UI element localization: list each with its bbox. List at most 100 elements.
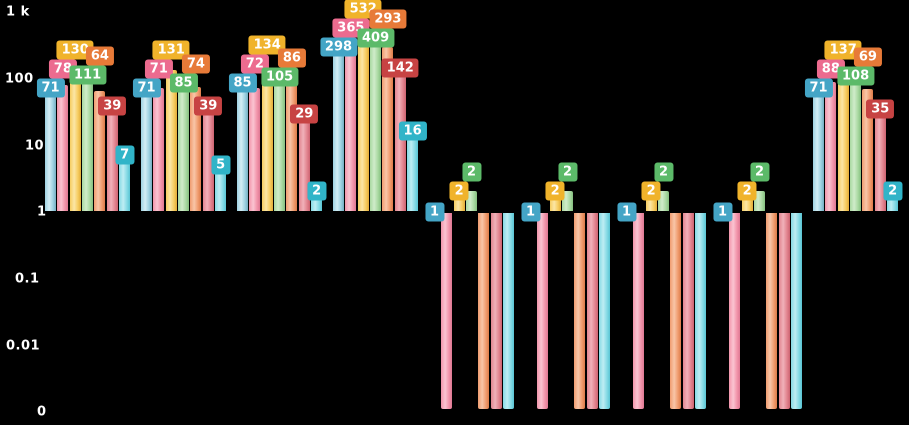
value-label: 298 [319,37,358,57]
bar-green[interactable] [370,37,382,212]
bar-yellow[interactable] [837,69,849,212]
bar-pink[interactable] [633,212,645,409]
value-label: 2 [654,162,674,182]
value-label: 2 [545,181,565,201]
bar-red[interactable] [202,105,214,212]
bar-green[interactable] [754,191,766,212]
bar-green[interactable] [562,191,574,212]
bar-blue[interactable] [237,83,248,212]
bar-yellow[interactable] [741,191,753,212]
value-label: 2 [737,181,757,201]
y-tick-label: 0.01 [6,338,41,354]
value-label: 409 [356,28,395,48]
bar-red[interactable] [586,212,598,409]
bar-red[interactable] [874,108,886,212]
bar-yellow[interactable] [549,191,561,212]
y-tick-label: 1 [37,204,47,220]
bar-green[interactable] [178,83,190,212]
value-label: 2 [641,181,661,201]
y-tick-label: 100 [5,71,34,87]
y-tick-label: 1 k [6,4,30,20]
value-label: 39 [98,96,127,116]
value-label: 293 [369,9,407,29]
value-label: 142 [381,58,419,78]
value-label: 69 [853,47,882,67]
bar-orange[interactable] [190,87,202,212]
value-label: 35 [866,99,895,119]
value-label: 71 [804,78,833,98]
bar-pink[interactable] [57,85,69,212]
bar-yellow[interactable] [357,29,369,212]
value-label: 1 [616,202,637,221]
y-tick-label: 0.1 [15,271,40,287]
value-label: 74 [181,54,210,74]
value-label: 39 [194,96,223,116]
bar-green[interactable] [82,75,94,212]
value-label: 7 [115,145,135,165]
bar-red[interactable] [298,114,310,212]
value-label: 16 [398,121,427,141]
bar-blue[interactable] [813,88,824,212]
bar-pink[interactable] [249,87,261,212]
value-label: 1 [520,202,541,221]
bar-cyan[interactable] [695,212,707,409]
value-label: 2 [558,162,578,182]
bar-yellow[interactable] [69,70,81,212]
value-label: 85 [228,73,257,93]
bar-pink[interactable] [729,212,741,409]
bar-orange[interactable] [286,82,298,212]
bar-orange[interactable] [862,89,874,212]
bar-cyan[interactable] [503,212,515,409]
bar-yellow[interactable] [261,69,273,212]
bar-cyan[interactable] [407,131,419,212]
value-label: 108 [836,66,875,86]
value-label: 1 [424,202,445,221]
y-tick-label: 10 [25,138,45,154]
bar-pink[interactable] [153,88,165,212]
bar-green[interactable] [466,191,478,212]
value-label: 130 [56,40,94,60]
bar-pink[interactable] [825,81,837,212]
bar-pink[interactable] [441,212,453,409]
bar-orange[interactable] [478,212,490,409]
bar-green[interactable] [850,76,862,212]
value-label: 111 [68,65,107,85]
value-label: 2 [449,181,469,201]
bar-orange[interactable] [94,91,106,212]
bar-orange[interactable] [382,47,394,212]
value-label: 2 [462,162,482,182]
bar-cyan[interactable] [599,212,611,409]
bar-cyan[interactable] [215,164,227,212]
bar-yellow[interactable] [645,191,657,212]
bar-blue[interactable] [141,88,152,212]
value-label: 2 [750,162,770,182]
bar-pink[interactable] [537,212,549,409]
bar-orange[interactable] [766,212,778,409]
bar-green[interactable] [274,76,286,212]
bar-cyan[interactable] [311,191,323,212]
value-label: 71 [132,78,161,98]
bar-green[interactable] [658,191,670,212]
bar-pink[interactable] [345,40,357,212]
bar-red[interactable] [106,105,118,212]
value-label: 71 [36,78,65,98]
bar-orange[interactable] [670,212,682,409]
bar-blue[interactable] [333,46,344,212]
bar-yellow[interactable] [165,70,177,212]
bar-yellow[interactable] [453,191,465,212]
bar-red[interactable] [778,212,790,409]
value-label: 29 [290,104,319,124]
bar-cyan[interactable] [119,155,131,212]
value-label: 64 [85,46,114,66]
value-label: 1 [712,202,733,221]
bar-red[interactable] [490,212,502,409]
bar-cyan[interactable] [791,212,803,409]
value-label: 2 [307,181,327,201]
value-label: 86 [277,48,306,68]
bar-orange[interactable] [574,212,586,409]
bar-red[interactable] [682,212,694,409]
bar-blue[interactable] [45,88,56,212]
value-label: 2 [883,181,903,201]
bar-cyan[interactable] [887,191,899,212]
